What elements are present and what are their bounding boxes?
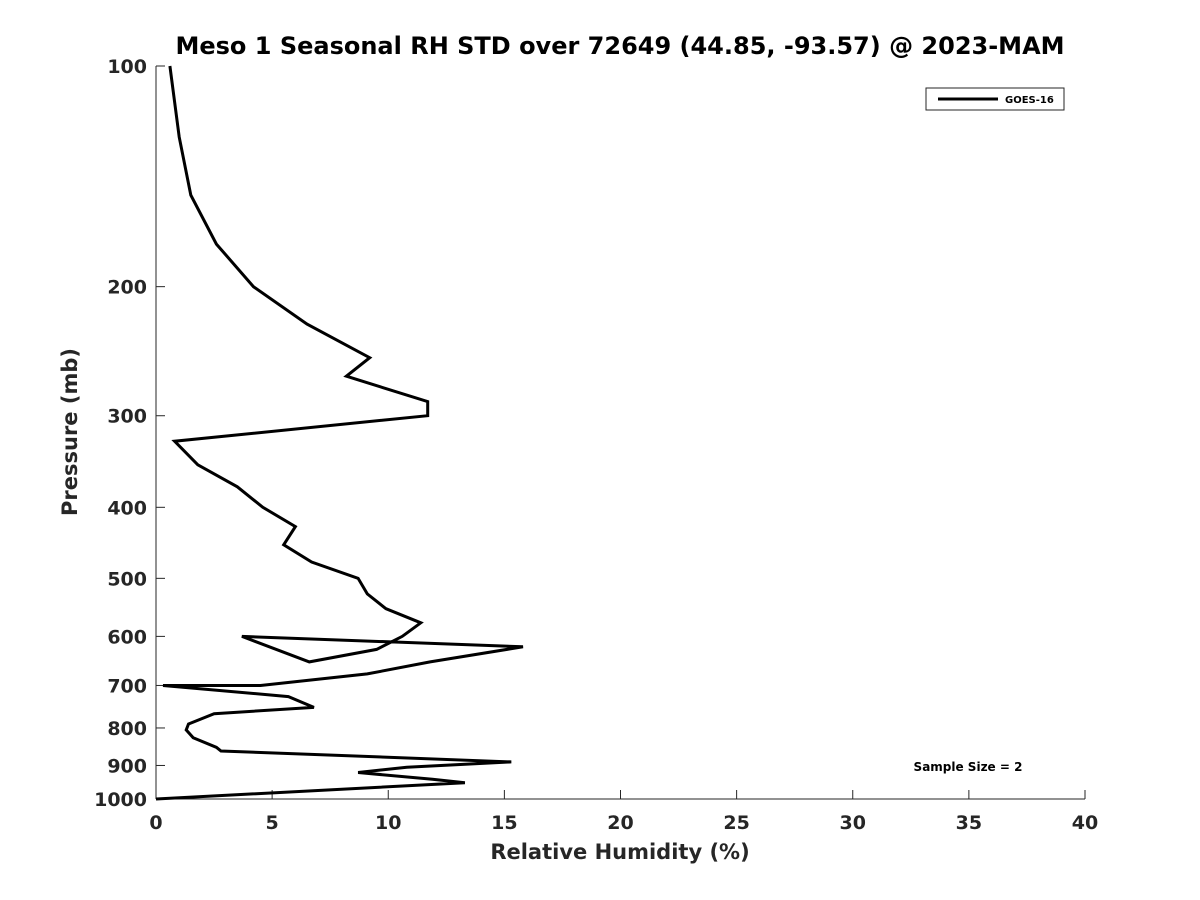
- y-tick-label: 300: [107, 406, 147, 428]
- y-tick-label: 1000: [94, 789, 147, 811]
- x-tick-label: 15: [491, 812, 517, 834]
- x-tick-label: 20: [607, 812, 633, 834]
- y-tick-label: 200: [107, 277, 147, 299]
- chart-title: Meso 1 Seasonal RH STD over 72649 (44.85…: [175, 32, 1064, 60]
- sample-size-annotation: Sample Size = 2: [914, 760, 1023, 774]
- legend: GOES-16: [925, 87, 1065, 111]
- y-tick-label: 600: [107, 626, 147, 648]
- x-tick-label: 5: [266, 812, 279, 834]
- x-axis-label: Relative Humidity (%): [490, 840, 749, 864]
- x-tick-label: 10: [375, 812, 401, 834]
- y-tick-label: 400: [107, 497, 147, 519]
- x-tick-label: 40: [1072, 812, 1098, 834]
- y-tick-label: 100: [107, 56, 147, 78]
- x-tick-label: 30: [840, 812, 866, 834]
- y-tick-label: 900: [107, 755, 147, 777]
- series-layer: [155, 65, 524, 801]
- y-ticks: 100 200 300 400 500 600 700 800 900 1000: [94, 56, 165, 811]
- x-ticks: 0 5 10 15 20 25 30 35 40: [149, 790, 1098, 834]
- series-line-goes16: [155, 65, 524, 801]
- axes: [155, 66, 1085, 800]
- legend-label-goes16: GOES-16: [1005, 95, 1054, 106]
- y-tick-label: 700: [107, 675, 147, 697]
- x-tick-label: 25: [723, 812, 749, 834]
- x-tick-label: 0: [149, 812, 162, 834]
- y-axis-label: Pressure (mb): [58, 348, 82, 516]
- y-tick-label: 500: [107, 568, 147, 590]
- y-tick-label: 800: [107, 718, 147, 740]
- x-tick-label: 35: [956, 812, 982, 834]
